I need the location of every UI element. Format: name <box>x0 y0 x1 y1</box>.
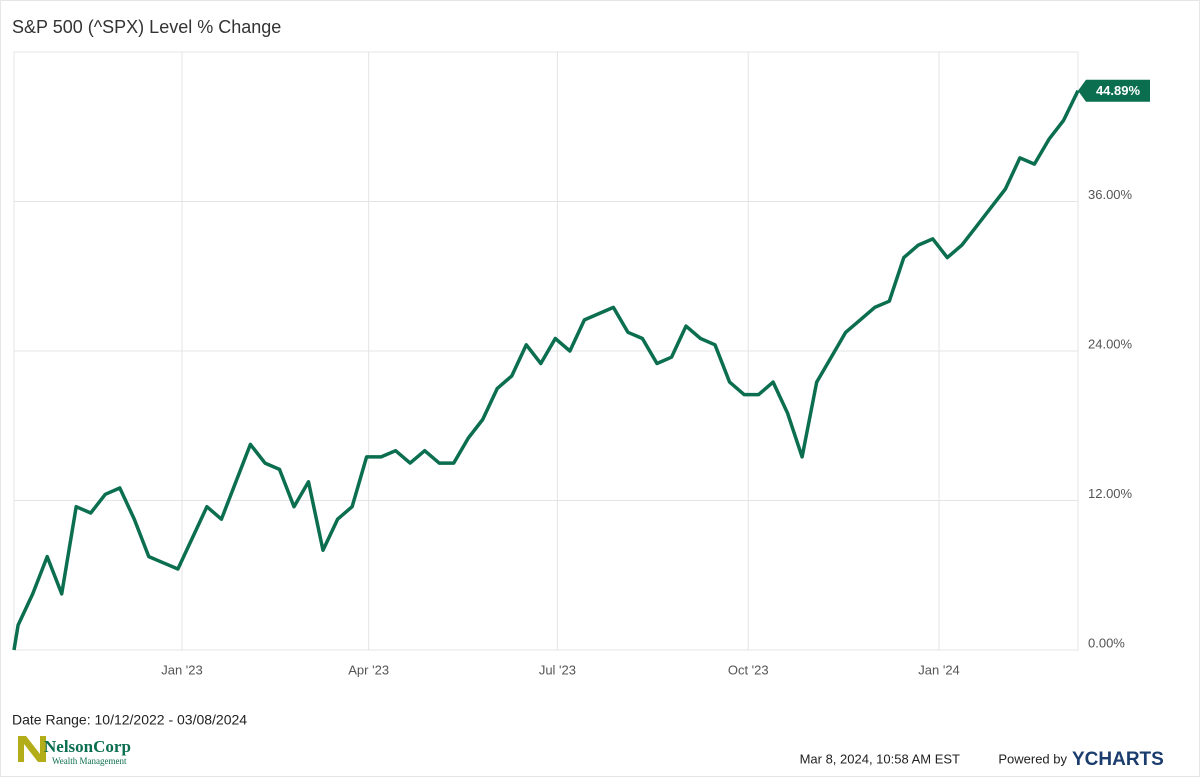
logo-mark <box>18 736 46 762</box>
logo-name: NelsonCorp <box>44 737 131 756</box>
timestamp: Mar 8, 2024, 10:58 AM EST <box>800 751 960 766</box>
y-tick-label: 36.00% <box>1088 187 1133 202</box>
y-tick-label: 24.00% <box>1088 336 1133 351</box>
y-tick-label: 0.00% <box>1088 635 1125 650</box>
logo-tagline: Wealth Management <box>52 756 127 766</box>
y-tick-label: 12.00% <box>1088 486 1133 501</box>
end-label-text: 44.89% <box>1096 83 1141 98</box>
chart-title: S&P 500 (^SPX) Level % Change <box>12 17 281 37</box>
logo: NelsonCorp Wealth Management <box>18 736 131 766</box>
x-tick-label: Jan '23 <box>161 662 203 677</box>
x-tick-label: Jan '24 <box>918 662 960 677</box>
x-tick-label: Apr '23 <box>348 662 389 677</box>
powered-by: Powered by <box>998 751 1067 766</box>
x-tick-label: Jul '23 <box>539 662 576 677</box>
date-range: Date Range: 10/12/2022 - 03/08/2024 <box>12 712 247 728</box>
line <box>12 89 1080 651</box>
end-label: 44.89% <box>1078 79 1150 102</box>
end-label-box <box>1078 79 1150 102</box>
brand: YCHARTS <box>1072 749 1164 770</box>
x-tick-label: Oct '23 <box>728 662 769 677</box>
